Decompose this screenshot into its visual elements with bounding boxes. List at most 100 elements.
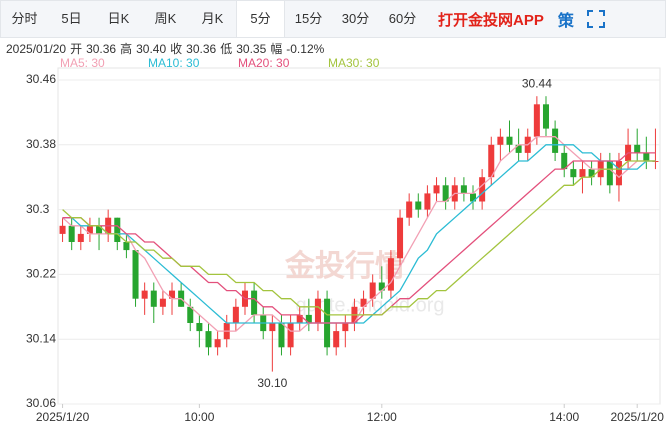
candle-body	[561, 152, 568, 170]
y-tick-label: 30.22	[26, 267, 56, 281]
info-value: 30.35	[236, 42, 267, 56]
info-label: 幅	[270, 42, 283, 56]
candle-body	[606, 161, 613, 186]
x-tick-label: 12:00	[367, 410, 397, 424]
candle-body	[59, 225, 66, 234]
tab[interactable]: 60分	[388, 11, 417, 26]
candle-body	[123, 242, 130, 251]
info-label: 高	[120, 42, 133, 56]
y-tick-label: 30.14	[26, 331, 56, 345]
candle-body	[506, 136, 513, 145]
info-value: 30.36	[186, 42, 217, 56]
candle-body	[369, 282, 376, 299]
legend-entry: MA10: 30	[148, 56, 200, 70]
plot-border	[57, 67, 661, 405]
y-tick-label: 30.46	[26, 72, 56, 86]
fullscreen-button[interactable]	[586, 9, 606, 29]
candle-body	[360, 298, 367, 307]
candle-body	[433, 185, 440, 194]
candle-body	[442, 185, 449, 202]
tab[interactable]: 30分	[341, 11, 370, 26]
candle-body	[470, 193, 477, 202]
legend-entry: MA20: 30	[238, 56, 290, 70]
tab[interactable]: 分时	[11, 11, 38, 26]
y-tick-label: 30.38	[26, 137, 56, 151]
candle-body	[515, 144, 522, 153]
candle-body	[533, 104, 540, 137]
ma-line	[62, 152, 656, 324]
info-value: 30.36	[86, 42, 117, 56]
candle-body	[150, 290, 157, 307]
ma-line	[62, 160, 656, 316]
info-label: 收	[170, 42, 183, 56]
candle-body	[387, 258, 394, 291]
candle-body	[415, 201, 422, 210]
x-tick-label: 10:00	[184, 410, 214, 424]
x-tick-label: 14:00	[549, 410, 579, 424]
info-label: 低	[220, 42, 233, 56]
candle-body	[77, 233, 84, 242]
min-label: 30.10	[257, 376, 287, 390]
candle-body	[542, 104, 549, 129]
candle-body	[205, 331, 212, 348]
candle-body	[232, 306, 239, 323]
candle-body	[159, 298, 166, 307]
candle-body	[570, 169, 577, 178]
max-label: 30.44	[522, 76, 552, 90]
info-date: 2025/01/20	[6, 42, 67, 56]
candle-body	[552, 128, 559, 153]
candle-body	[251, 290, 258, 315]
candle-body	[579, 169, 586, 178]
tab[interactable]: 日K	[107, 11, 130, 26]
candle-body	[114, 217, 121, 242]
strategy-button[interactable]: 策	[557, 13, 574, 30]
candle-body	[314, 298, 321, 323]
tab[interactable]: 月K	[201, 11, 224, 26]
candle-body	[196, 323, 203, 332]
candle-body	[305, 314, 312, 323]
app-link[interactable]: 打开金投网APP	[438, 11, 544, 29]
candle-body	[269, 323, 276, 332]
watermark: 金投行情	[284, 249, 405, 283]
legend-entry: MA30: 30	[328, 56, 380, 70]
candle-body	[132, 250, 139, 299]
candle-body	[460, 185, 467, 194]
candle-body	[397, 217, 404, 259]
tab[interactable]: 周K	[154, 11, 177, 26]
candle-body	[634, 144, 641, 153]
candle-body	[68, 225, 75, 242]
candle-body	[296, 314, 303, 323]
info-line: 2025/01/20 开 30.36 高 30.40 收 30.36 低 30.35 幅 -0.12…	[6, 40, 328, 57]
x-tick-label: 2025/1/20	[36, 410, 90, 424]
info-value: 30.40	[136, 42, 167, 56]
x-tick-label: 2025/1/20	[611, 410, 665, 424]
candle-body	[169, 290, 176, 299]
candle-body	[497, 136, 504, 145]
candle-body	[652, 161, 659, 162]
candle-body	[479, 177, 486, 202]
y-tick-label: 30.3	[26, 202, 50, 216]
tab[interactable]: 5分	[236, 1, 285, 37]
candle-body	[424, 193, 431, 210]
candle-body	[214, 339, 221, 348]
ma-line	[62, 144, 656, 324]
y-tick-label: 30.06	[26, 396, 56, 410]
candle-body	[643, 152, 650, 161]
candle-body	[141, 290, 148, 299]
candle-body	[86, 225, 93, 234]
candle-body	[278, 323, 285, 348]
info-value: -0.12%	[286, 42, 325, 56]
candle-body	[96, 225, 103, 234]
tab[interactable]: 5日	[61, 11, 82, 26]
legend-entry: MA5: 30	[60, 56, 105, 70]
candle-body	[342, 323, 349, 332]
candle-body	[488, 144, 495, 178]
tab[interactable]: 15分	[294, 11, 323, 26]
candle-body	[378, 282, 385, 291]
info-label: 开	[70, 42, 83, 56]
candle-body	[287, 323, 294, 348]
candle-body	[406, 201, 413, 218]
tab-bar: 分时 5日 日K 周K 月K 5分 15分 30分 60分 打开金投网APP 策	[0, 0, 666, 38]
